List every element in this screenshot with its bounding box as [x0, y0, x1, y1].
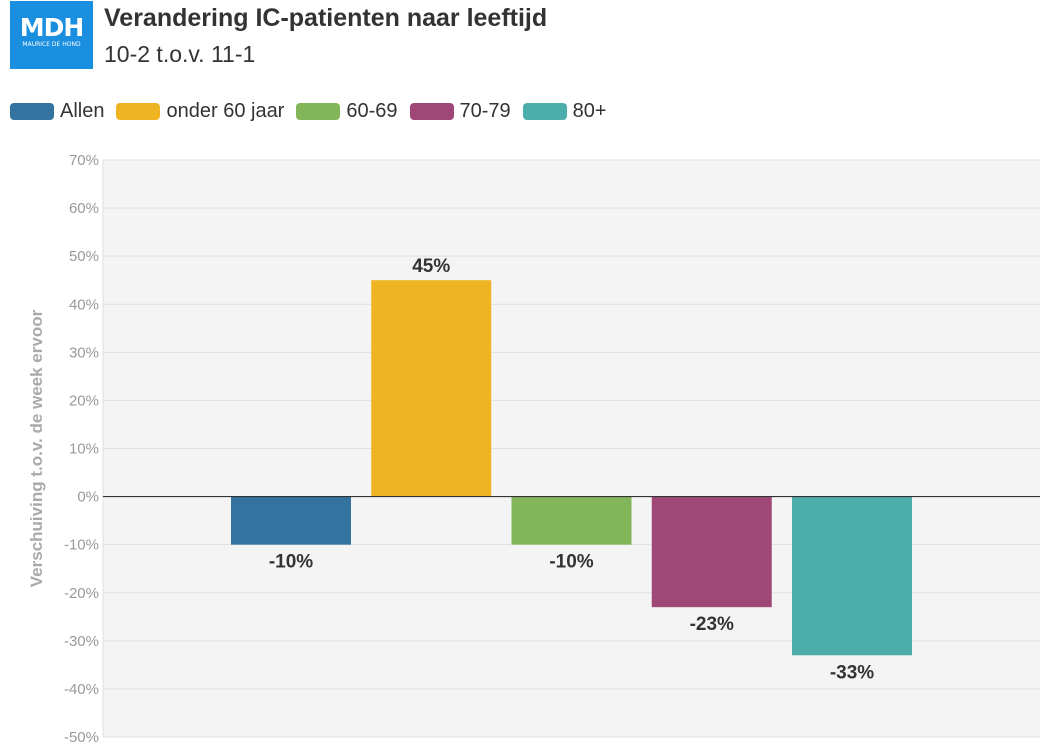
bar[interactable]: [371, 280, 492, 497]
legend-swatch: [10, 103, 54, 120]
chart-title: Verandering IC-patienten naar leeftijd: [104, 4, 548, 32]
data-label: -10%: [269, 552, 313, 573]
legend-label: Allen: [60, 100, 105, 122]
y-tick-label: 70%: [69, 152, 99, 169]
data-label: -10%: [549, 552, 593, 573]
y-tick-label: 0%: [77, 489, 99, 506]
data-label: 45%: [412, 256, 450, 277]
y-tick-label: -40%: [64, 681, 99, 698]
bar[interactable]: [511, 496, 632, 545]
y-tick-label: 50%: [69, 248, 99, 265]
y-tick-label: 40%: [69, 296, 99, 313]
bar[interactable]: [792, 496, 912, 656]
y-tick-label: -30%: [64, 633, 99, 650]
data-label: -33%: [830, 662, 874, 683]
legend: Allen onder 60 jaar 60-69 70-79 80+: [10, 100, 619, 123]
y-tick-label: 10%: [69, 441, 99, 458]
legend-swatch: [296, 103, 341, 120]
bar[interactable]: [651, 496, 772, 608]
legend-item[interactable]: 60-69: [296, 100, 398, 123]
legend-label: 70-79: [459, 100, 511, 122]
logo-mark: MDH: [19, 13, 85, 42]
legend-item[interactable]: 70-79: [409, 100, 511, 123]
y-axis-label: Verschuiving t.o.v. de week ervoor: [27, 309, 46, 587]
legend-label: 60-69: [346, 100, 398, 122]
legend-swatch: [116, 103, 161, 120]
legend-swatch: [409, 103, 454, 120]
legend-label: 80+: [572, 100, 607, 122]
y-tick-label: -10%: [64, 537, 99, 554]
legend-swatch: [522, 103, 567, 120]
chart-subtitle: 10-2 t.o.v. 11-1: [104, 41, 256, 67]
data-label: -23%: [690, 614, 734, 635]
logo-subtitle: MAURICE DE HOND: [22, 41, 81, 48]
bar[interactable]: [231, 496, 351, 545]
y-tick-label: -50%: [64, 729, 99, 746]
legend-item[interactable]: Allen: [10, 100, 104, 123]
y-tick-label: -20%: [64, 585, 99, 602]
y-tick-label: 60%: [69, 200, 99, 217]
y-tick-label: 30%: [69, 344, 99, 361]
mdh-logo: MDH MAURICE DE HOND: [10, 1, 93, 69]
legend-item[interactable]: 80+: [522, 100, 607, 123]
y-tick-label: 20%: [69, 392, 99, 409]
legend-label: onder 60 jaar: [166, 100, 285, 122]
legend-item[interactable]: onder 60 jaar: [116, 100, 284, 123]
